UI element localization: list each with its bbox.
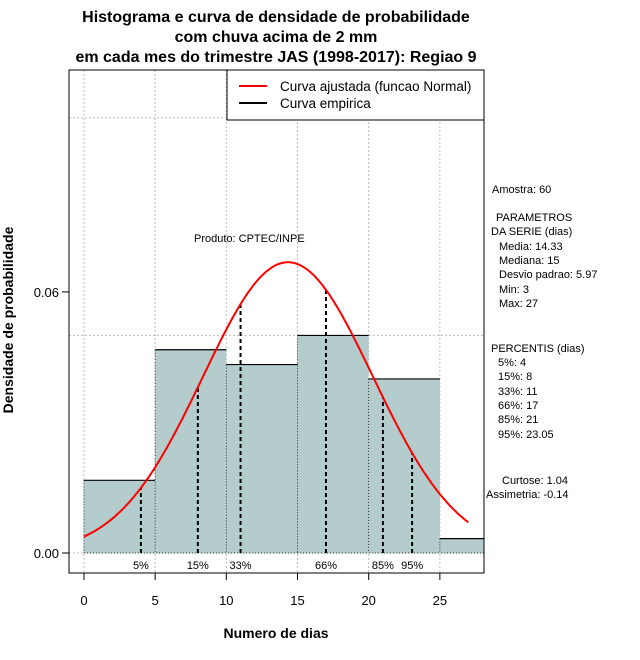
x-axis: 0 5 10 15 20 25 <box>80 572 447 608</box>
percentile-label: 85% <box>372 560 394 572</box>
y-axis-label: Densidade de probabilidade <box>0 226 16 413</box>
param-max: Max: 27 <box>499 298 538 310</box>
product-annotation: Produto: CPTEC/INPE <box>194 233 305 245</box>
param-desvio: Desvio padrao: 5.97 <box>499 269 597 281</box>
percentis-title: PERCENTIS (dias) <box>491 343 585 355</box>
params-title: PARAMETROS <box>496 212 572 224</box>
title-line-1: Histograma e curva de densidade de proba… <box>82 9 470 26</box>
percentile-label: 15% <box>187 560 209 572</box>
percentile-label: 95% <box>401 560 423 572</box>
histogram-bar <box>439 538 484 553</box>
legend-box <box>226 69 485 121</box>
x-tick-label: 5 <box>152 593 159 608</box>
skewness: Assimetria: -0.14 <box>486 489 569 501</box>
x-tick-label: 15 <box>290 593 304 608</box>
x-tick-label: 10 <box>219 593 233 608</box>
histogram-bar <box>226 364 298 553</box>
x-tick-label: 0 <box>80 593 87 608</box>
sample-size: Amostra: 60 <box>492 184 551 196</box>
x-axis-label: Numero de dias <box>223 625 328 641</box>
legend-label-fitted: Curva ajustada (funcao Normal) <box>280 79 471 94</box>
y-tick-label: 0.06 <box>34 285 59 300</box>
param-media: Media: 14.33 <box>499 241 563 253</box>
histogram-bar <box>297 335 369 553</box>
x-tick-label: 25 <box>433 593 447 608</box>
percentile-label: 5% <box>133 560 149 572</box>
y-axis: 0.00 0.06 <box>34 285 69 561</box>
x-tick-label: 20 <box>361 593 375 608</box>
kurtosis: Curtose: 1.04 <box>502 475 568 487</box>
histogram-bars <box>83 334 484 554</box>
percentil-85: 85%: 21 <box>498 414 538 426</box>
stats-panel: Amostra: 60 PARAMETROS DA SERIE (dias) M… <box>486 184 597 501</box>
percentil-15: 15%: 8 <box>498 371 532 383</box>
histogram-bar <box>83 480 156 553</box>
histogram-bar <box>368 378 440 553</box>
title-line-3: em cada mes do trimestre JAS (1998-2017)… <box>75 49 476 66</box>
param-min: Min: 3 <box>499 284 529 296</box>
percentil-95: 95%: 23.05 <box>498 429 554 441</box>
percentile-labels: 5% 15% 33% 66% 85% 95% <box>133 560 423 572</box>
percentile-label: 33% <box>230 560 252 572</box>
percentil-66: 66%: 17 <box>498 400 538 412</box>
params-subtitle: DA SERIE (dias) <box>491 226 572 238</box>
percentil-33: 33%: 11 <box>498 386 538 398</box>
param-mediana: Mediana: 15 <box>499 255 560 267</box>
percentile-label: 66% <box>315 560 337 572</box>
percentil-5: 5%: 4 <box>498 357 526 369</box>
y-tick-label: 0.00 <box>34 546 59 561</box>
title-line-2: com chuva acima de 2 mm <box>175 29 378 46</box>
percentile-lines <box>139 289 414 553</box>
legend-label-empirical: Curva empirica <box>280 96 371 111</box>
legend: Curva ajustada (funcao Normal) Curva emp… <box>226 69 485 121</box>
histogram-bar <box>155 349 227 553</box>
normal-curve <box>83 261 469 538</box>
